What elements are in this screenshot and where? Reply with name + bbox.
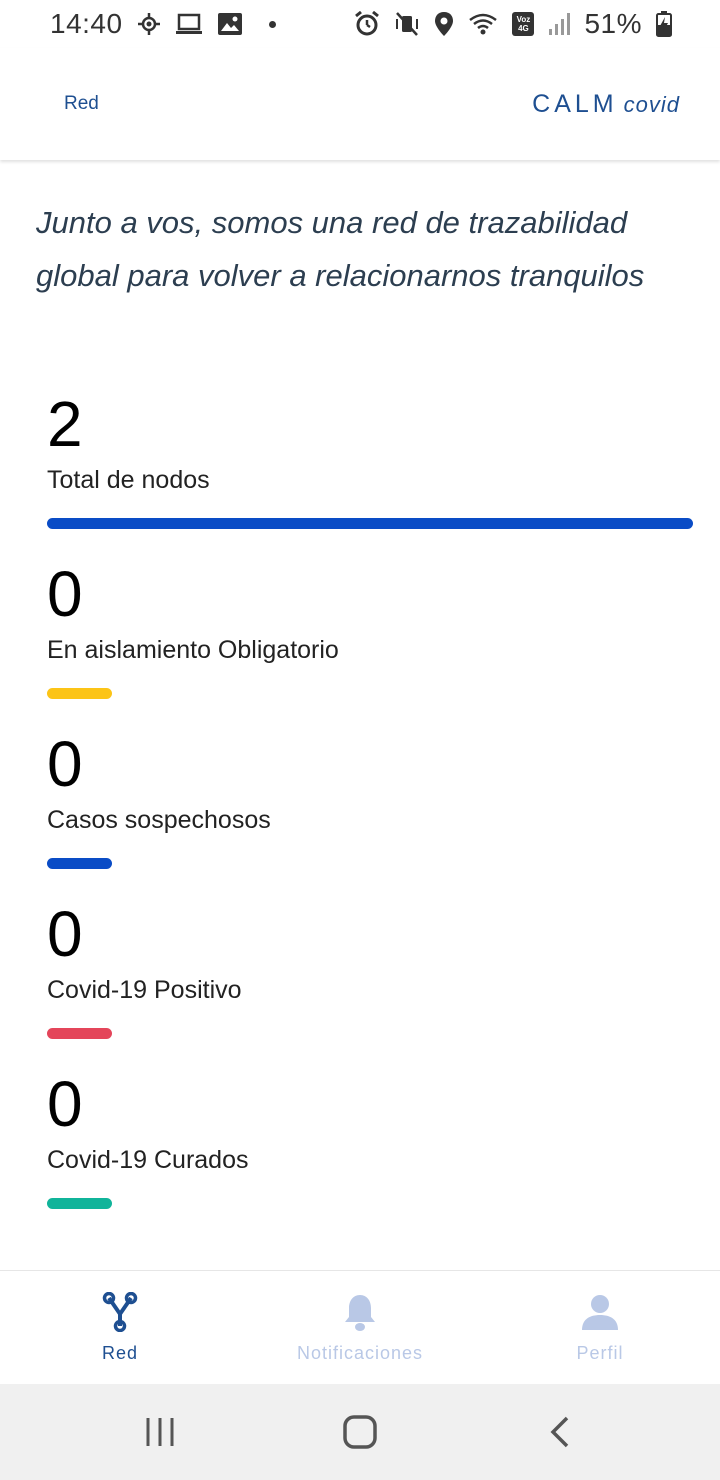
- brand-main: CALM: [532, 89, 618, 118]
- stat-sospechosos: 0 Casos sospechosos: [47, 732, 693, 869]
- recent-apps-button[interactable]: [130, 1402, 190, 1462]
- header-title: Red: [64, 93, 99, 114]
- stat-bar: [47, 858, 112, 869]
- location-target-icon: [137, 10, 161, 38]
- tagline: Junto a vos, somos una red de trazabilid…: [36, 205, 645, 293]
- stat-value: 0: [47, 558, 83, 630]
- voz-label: Voz: [516, 15, 531, 24]
- status-right: Voz 4G 51%: [354, 8, 672, 40]
- nav-item-perfil[interactable]: Perfil: [480, 1271, 720, 1385]
- stat-bar: [47, 1198, 112, 1209]
- back-chevron-icon: [550, 1416, 569, 1448]
- battery-charging-icon: [656, 10, 672, 38]
- status-bar: 14:40 Voz 4G 51%: [0, 0, 720, 48]
- stat-label: Total de nodos: [47, 466, 210, 494]
- stat-value: 0: [47, 728, 83, 800]
- laptop-icon: [175, 10, 203, 38]
- back-button[interactable]: [530, 1402, 590, 1462]
- status-time: 14:40: [50, 8, 123, 39]
- nav-label: Perfil: [576, 1342, 624, 1363]
- stat-track: [47, 688, 693, 699]
- vibrate-mute-icon: [394, 10, 420, 38]
- stat-total-nodos: 2 Total de nodos: [47, 392, 693, 529]
- stat-value: 0: [47, 898, 83, 970]
- stat-bar: [47, 1028, 112, 1039]
- stat-positivo: 0 Covid-19 Positivo: [47, 902, 693, 1039]
- nav-label: Red: [101, 1342, 139, 1363]
- stat-track: [47, 1028, 693, 1039]
- person-icon: [580, 1292, 620, 1337]
- bell-icon: [342, 1292, 378, 1337]
- stat-label: Covid-19 Curados: [47, 1146, 249, 1174]
- bottom-nav: Red Notificaciones Perfil: [0, 1270, 720, 1384]
- stat-value: 0: [47, 1068, 83, 1140]
- battery-percent: 51%: [584, 8, 642, 39]
- image-icon: [217, 10, 243, 38]
- stat-value: 2: [47, 388, 83, 460]
- nav-item-red[interactable]: Red: [0, 1271, 240, 1385]
- home-button[interactable]: [330, 1402, 390, 1462]
- signal-icon: [548, 10, 571, 38]
- stat-track: [47, 518, 693, 529]
- network-label: 4G: [518, 24, 529, 33]
- nav-item-notificaciones[interactable]: Notificaciones: [240, 1271, 480, 1385]
- volte-badge: Voz 4G: [512, 12, 535, 36]
- stat-bar: [47, 518, 693, 529]
- location-pin-icon: [434, 10, 454, 38]
- nav-label: Notificaciones: [296, 1342, 424, 1363]
- stat-curados: 0 Covid-19 Curados: [47, 1072, 693, 1209]
- stat-label: Covid-19 Positivo: [47, 976, 242, 1004]
- status-left: 14:40: [50, 8, 276, 40]
- stat-label: Casos sospechosos: [47, 806, 271, 834]
- alarm-icon: [354, 10, 380, 38]
- wifi-icon: [468, 10, 498, 38]
- notification-dot-icon: [268, 20, 276, 28]
- stat-track: [47, 858, 693, 869]
- stat-bar: [47, 688, 112, 699]
- stat-aislamiento: 0 En aislamiento Obligatorio: [47, 562, 693, 699]
- home-icon: [343, 1415, 377, 1449]
- app-header: Red CALM covid: [0, 48, 720, 160]
- recent-apps-icon: [146, 1418, 174, 1446]
- system-nav-bar: [0, 1384, 720, 1480]
- brand-sub: covid: [623, 91, 680, 117]
- network-icon: [102, 1291, 138, 1337]
- stat-label: En aislamiento Obligatorio: [47, 636, 339, 664]
- stat-track: [47, 1198, 693, 1209]
- brand-logo: CALM covid: [532, 90, 680, 119]
